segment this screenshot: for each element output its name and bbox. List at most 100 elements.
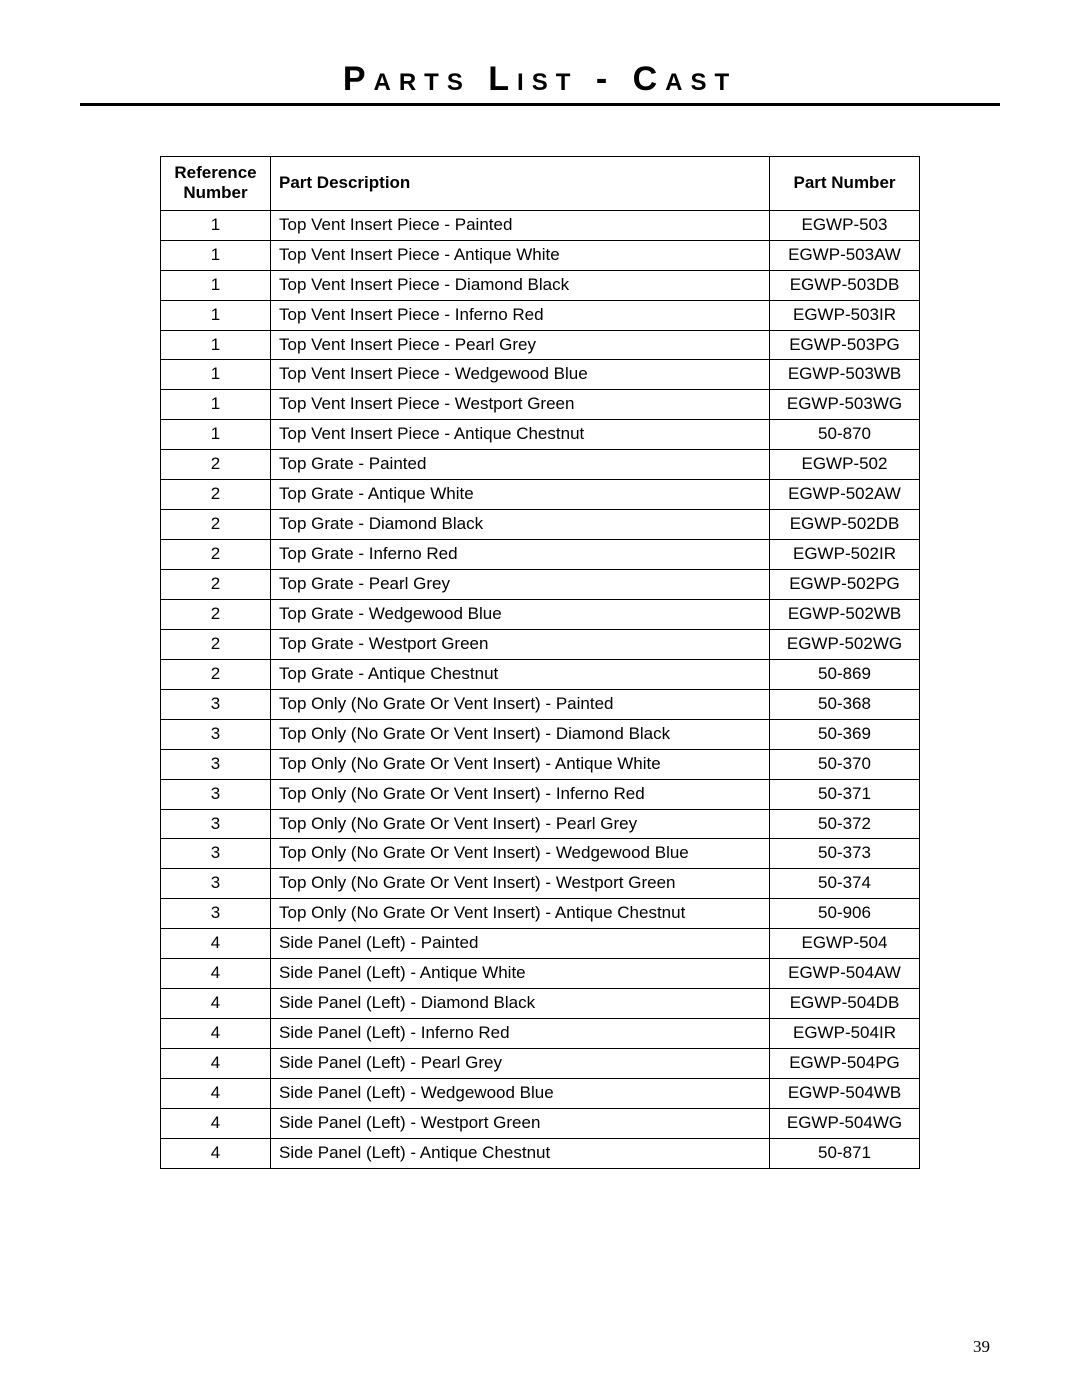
col-header-partnumber: Part Number (770, 157, 920, 211)
cell-partnumber: EGWP-503DB (770, 270, 920, 300)
cell-reference: 1 (161, 300, 271, 330)
cell-partnumber: EGWP-503WG (770, 390, 920, 420)
cell-partnumber: 50-369 (770, 719, 920, 749)
cell-partnumber: 50-374 (770, 869, 920, 899)
cell-reference: 3 (161, 869, 271, 899)
table-row: 2Top Grate - Inferno RedEGWP-502IR (161, 540, 920, 570)
table-row: 2Top Grate - Diamond BlackEGWP-502DB (161, 510, 920, 540)
cell-partnumber: 50-871 (770, 1138, 920, 1168)
cell-reference: 2 (161, 510, 271, 540)
cell-reference: 4 (161, 1078, 271, 1108)
cell-description: Top Grate - Inferno Red (271, 540, 770, 570)
cell-partnumber: 50-372 (770, 809, 920, 839)
cell-partnumber: EGWP-502AW (770, 480, 920, 510)
table-header: Reference Number Part Description Part N… (161, 157, 920, 211)
cell-description: Side Panel (Left) - Diamond Black (271, 989, 770, 1019)
cell-description: Side Panel (Left) - Painted (271, 929, 770, 959)
table-row: 1Top Vent Insert Piece - Wedgewood BlueE… (161, 360, 920, 390)
table-row: 4Side Panel (Left) - Diamond BlackEGWP-5… (161, 989, 920, 1019)
table-row: 3Top Only (No Grate Or Vent Insert) - Di… (161, 719, 920, 749)
table-row: 3Top Only (No Grate Or Vent Insert) - In… (161, 779, 920, 809)
cell-description: Top Grate - Painted (271, 450, 770, 480)
cell-reference: 4 (161, 1138, 271, 1168)
cell-description: Top Only (No Grate Or Vent Insert) - Inf… (271, 779, 770, 809)
cell-description: Top Vent Insert Piece - Antique Chestnut (271, 420, 770, 450)
cell-description: Top Vent Insert Piece - Westport Green (271, 390, 770, 420)
cell-reference: 3 (161, 779, 271, 809)
cell-description: Top Vent Insert Piece - Inferno Red (271, 300, 770, 330)
cell-reference: 1 (161, 210, 271, 240)
cell-description: Top Only (No Grate Or Vent Insert) - Pai… (271, 689, 770, 719)
cell-reference: 4 (161, 959, 271, 989)
table-row: 3Top Only (No Grate Or Vent Insert) - We… (161, 839, 920, 869)
cell-reference: 3 (161, 899, 271, 929)
col-header-ref-line1: Reference (174, 163, 256, 182)
col-header-ref-line2: Number (183, 183, 247, 202)
table-row: 2Top Grate - Pearl GreyEGWP-502PG (161, 570, 920, 600)
cell-partnumber: 50-373 (770, 839, 920, 869)
cell-partnumber: 50-370 (770, 749, 920, 779)
col-header-reference: Reference Number (161, 157, 271, 211)
table-row: 2Top Grate - Wedgewood BlueEGWP-502WB (161, 599, 920, 629)
cell-partnumber: 50-371 (770, 779, 920, 809)
cell-description: Top Grate - Antique Chestnut (271, 659, 770, 689)
cell-reference: 1 (161, 360, 271, 390)
cell-description: Top Vent Insert Piece - Painted (271, 210, 770, 240)
cell-partnumber: EGWP-504IR (770, 1019, 920, 1049)
cell-description: Top Vent Insert Piece - Diamond Black (271, 270, 770, 300)
cell-partnumber: 50-368 (770, 689, 920, 719)
cell-reference: 4 (161, 1049, 271, 1079)
cell-description: Side Panel (Left) - Wedgewood Blue (271, 1078, 770, 1108)
cell-partnumber: EGWP-502WG (770, 629, 920, 659)
cell-reference: 1 (161, 270, 271, 300)
cell-description: Top Vent Insert Piece - Wedgewood Blue (271, 360, 770, 390)
cell-reference: 4 (161, 1019, 271, 1049)
cell-description: Top Only (No Grate Or Vent Insert) - Wed… (271, 839, 770, 869)
table-row: 2Top Grate - PaintedEGWP-502 (161, 450, 920, 480)
table-header-row: Reference Number Part Description Part N… (161, 157, 920, 211)
cell-partnumber: EGWP-502DB (770, 510, 920, 540)
cell-description: Side Panel (Left) - Antique Chestnut (271, 1138, 770, 1168)
table-row: 1Top Vent Insert Piece - Antique WhiteEG… (161, 240, 920, 270)
table-row: 1Top Vent Insert Piece - PaintedEGWP-503 (161, 210, 920, 240)
cell-description: Top Only (No Grate Or Vent Insert) - Pea… (271, 809, 770, 839)
cell-partnumber: EGWP-502WB (770, 599, 920, 629)
cell-reference: 2 (161, 450, 271, 480)
page-title: Parts List - Cast (343, 60, 737, 98)
cell-partnumber: EGWP-504WG (770, 1108, 920, 1138)
table-row: 4Side Panel (Left) - Antique WhiteEGWP-5… (161, 959, 920, 989)
cell-partnumber: EGWP-504AW (770, 959, 920, 989)
cell-reference: 2 (161, 540, 271, 570)
cell-partnumber: EGWP-503WB (770, 360, 920, 390)
cell-reference: 2 (161, 570, 271, 600)
table-row: 3Top Only (No Grate Or Vent Insert) - An… (161, 749, 920, 779)
cell-reference: 2 (161, 480, 271, 510)
cell-reference: 2 (161, 599, 271, 629)
cell-description: Top Grate - Antique White (271, 480, 770, 510)
cell-partnumber: 50-870 (770, 420, 920, 450)
cell-reference: 1 (161, 330, 271, 360)
table-row: 1Top Vent Insert Piece - Westport GreenE… (161, 390, 920, 420)
cell-reference: 2 (161, 659, 271, 689)
cell-description: Top Vent Insert Piece - Antique White (271, 240, 770, 270)
col-header-description: Part Description (271, 157, 770, 211)
cell-description: Side Panel (Left) - Antique White (271, 959, 770, 989)
table-row: 4Side Panel (Left) - PaintedEGWP-504 (161, 929, 920, 959)
cell-partnumber: EGWP-502PG (770, 570, 920, 600)
cell-partnumber: EGWP-502IR (770, 540, 920, 570)
cell-description: Top Grate - Westport Green (271, 629, 770, 659)
cell-description: Top Vent Insert Piece - Pearl Grey (271, 330, 770, 360)
cell-description: Top Only (No Grate Or Vent Insert) - Dia… (271, 719, 770, 749)
cell-reference: 1 (161, 390, 271, 420)
cell-description: Side Panel (Left) - Pearl Grey (271, 1049, 770, 1079)
cell-description: Top Only (No Grate Or Vent Insert) - Ant… (271, 899, 770, 929)
cell-reference: 4 (161, 929, 271, 959)
cell-reference: 2 (161, 629, 271, 659)
table-row: 4Side Panel (Left) - Westport GreenEGWP-… (161, 1108, 920, 1138)
cell-partnumber: EGWP-503PG (770, 330, 920, 360)
table-row: 3Top Only (No Grate Or Vent Insert) - We… (161, 869, 920, 899)
cell-partnumber: EGWP-504WB (770, 1078, 920, 1108)
cell-partnumber: EGWP-503AW (770, 240, 920, 270)
cell-reference: 3 (161, 719, 271, 749)
page: Parts List - Cast Reference Number Part … (0, 0, 1080, 1397)
